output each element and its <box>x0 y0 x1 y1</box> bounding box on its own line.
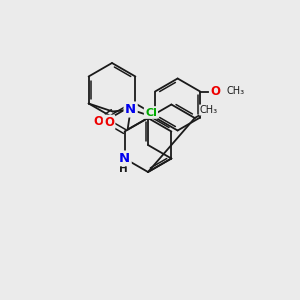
Text: Cl: Cl <box>145 107 157 118</box>
Text: N: N <box>125 103 136 116</box>
Text: O: O <box>94 115 103 128</box>
Text: CH₃: CH₃ <box>200 105 218 115</box>
Text: N: N <box>119 152 130 165</box>
Text: O: O <box>210 85 220 98</box>
Text: H: H <box>119 164 128 173</box>
Text: O: O <box>104 116 114 129</box>
Text: O: O <box>104 116 114 129</box>
Text: CH₃: CH₃ <box>226 86 244 97</box>
Text: O: O <box>210 85 220 98</box>
Text: N: N <box>125 103 136 116</box>
Text: N: N <box>119 152 130 165</box>
Text: Cl: Cl <box>145 107 157 118</box>
Text: O: O <box>94 115 103 128</box>
